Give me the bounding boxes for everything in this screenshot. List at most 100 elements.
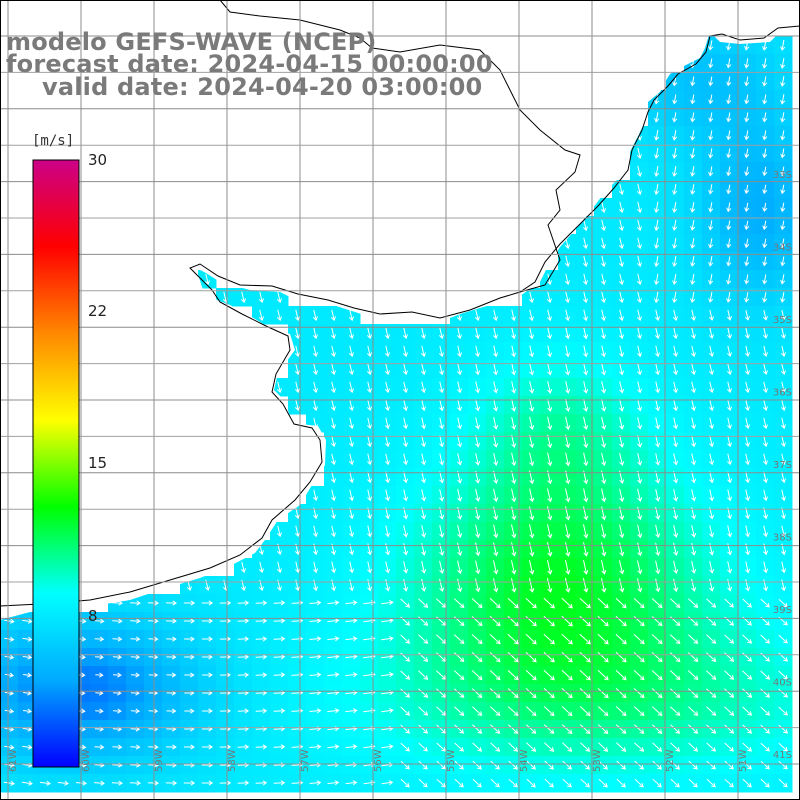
wind-arrow	[781, 489, 786, 502]
wind-arrow	[130, 708, 141, 714]
wind-arrow	[367, 579, 373, 592]
wind-arrow	[111, 600, 123, 606]
valid-date: valid date: 2024-04-20 03:00:00	[42, 73, 483, 101]
wind-arrow	[672, 201, 678, 214]
wind-arrow	[529, 542, 535, 557]
wind-arrow	[148, 618, 159, 624]
wind-arrow	[367, 525, 373, 538]
wind-arrow	[744, 327, 750, 339]
longitude-label: 55W	[446, 749, 457, 772]
wind-arrow	[601, 542, 607, 557]
wind-arrow	[742, 724, 753, 734]
wind-arrow	[294, 327, 300, 340]
wind-arrow	[402, 345, 408, 358]
wind-arrow	[493, 417, 499, 430]
wind-arrow	[525, 615, 537, 627]
wind-arrow	[688, 760, 698, 770]
wind-arrow	[184, 654, 195, 660]
wind-arrow	[457, 488, 463, 502]
wind-arrow	[598, 742, 609, 752]
wind-arrow	[366, 327, 372, 340]
wind-arrow	[309, 600, 322, 606]
wind-arrow	[762, 417, 768, 430]
wind-arrow	[418, 706, 429, 716]
wind-arrow	[166, 708, 177, 714]
wind-arrow	[708, 166, 714, 177]
wind-arrow	[528, 291, 534, 304]
wind-arrow	[709, 578, 715, 592]
wind-arrow	[690, 309, 696, 322]
wind-arrow	[511, 434, 517, 449]
wind-arrow	[529, 560, 535, 575]
wind-arrow	[655, 417, 661, 430]
wind-arrow	[763, 579, 769, 592]
wind-arrow	[546, 577, 553, 593]
wind-arrow	[637, 345, 642, 358]
wind-arrow	[672, 130, 678, 141]
wind-arrow	[453, 688, 465, 698]
wind-arrow	[691, 381, 696, 394]
wind-arrow	[367, 471, 372, 484]
wind-arrow	[691, 453, 697, 466]
wind-arrow	[112, 654, 123, 660]
wind-arrow	[526, 778, 536, 788]
wind-arrow	[724, 670, 735, 680]
wind-arrow	[744, 399, 750, 412]
wind-arrow	[381, 726, 394, 732]
wind-arrow	[4, 636, 15, 642]
wind-arrow	[744, 166, 750, 177]
wind-arrow	[454, 706, 465, 716]
wind-arrow	[618, 219, 624, 232]
wind-arrow	[760, 598, 770, 608]
wind-arrow	[4, 618, 15, 624]
wind-arrow	[330, 453, 336, 466]
wind-arrow	[597, 597, 609, 609]
wind-arrow	[384, 399, 390, 412]
wind-arrow	[543, 724, 555, 734]
wind-arrow	[385, 489, 391, 502]
wind-arrow	[565, 506, 571, 521]
wind-arrow	[381, 636, 394, 642]
wind-arrow	[651, 688, 663, 699]
wind-arrow	[708, 220, 714, 231]
wind-arrow	[457, 578, 463, 593]
wind-arrow	[23, 690, 32, 696]
wind-arrow	[600, 237, 606, 250]
wind-arrow	[438, 327, 444, 340]
wind-arrow	[327, 636, 340, 642]
wind-arrow	[583, 506, 589, 521]
wind-arrow	[129, 600, 141, 606]
river-outline	[219, 0, 581, 293]
wind-arrow	[780, 399, 786, 412]
wind-arrow	[670, 742, 681, 752]
wind-arrow	[4, 744, 15, 750]
wind-arrow	[673, 489, 679, 502]
wind-arrow	[601, 452, 607, 467]
wind-arrow	[742, 778, 752, 788]
wind-arrow	[201, 618, 214, 624]
wind-arrow	[400, 706, 411, 716]
wind-arrow	[183, 780, 196, 786]
wind-arrow	[616, 760, 626, 770]
wind-arrow	[744, 94, 750, 105]
wind-arrow	[561, 633, 573, 645]
wind-arrow	[669, 652, 681, 663]
wind-arrow	[255, 654, 268, 660]
wind-arrow	[652, 724, 663, 734]
wind-arrow	[95, 708, 104, 714]
wind-arrow	[276, 525, 282, 538]
wind-arrow	[673, 399, 679, 412]
wind-arrow	[618, 309, 624, 322]
wind-arrow	[780, 148, 786, 159]
wind-arrow	[673, 381, 679, 394]
wind-arrow	[726, 202, 732, 213]
wind-arrow	[418, 742, 428, 752]
wind-arrow	[690, 220, 696, 231]
wind-arrow	[400, 670, 411, 680]
wind-arrow	[345, 636, 358, 642]
wind-arrow	[654, 219, 660, 232]
wind-arrow	[453, 652, 465, 663]
wind-arrow	[745, 453, 750, 466]
wind-arrow	[273, 654, 286, 660]
wind-arrow	[312, 309, 318, 322]
